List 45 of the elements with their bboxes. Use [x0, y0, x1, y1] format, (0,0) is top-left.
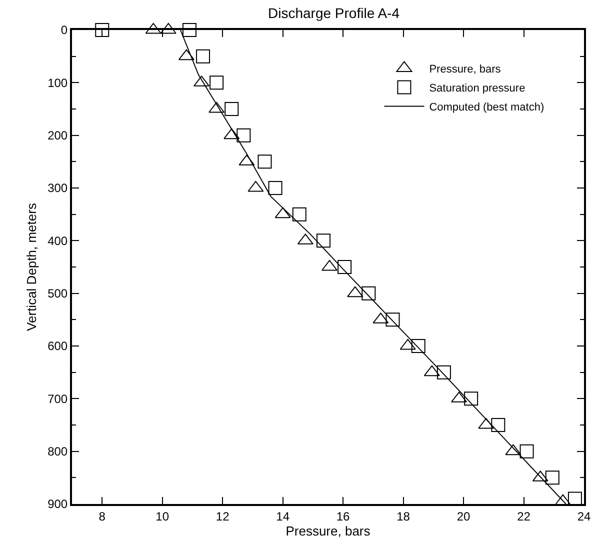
point: [258, 154, 272, 169]
point: [464, 392, 478, 406]
y-tick-label: 200: [48, 128, 68, 143]
x-tick-label: 10: [156, 509, 170, 524]
y-tick-label: 400: [48, 234, 68, 248]
y-tick-label: 0: [60, 23, 68, 38]
legend-label: Saturation pressure: [429, 82, 526, 94]
point: [520, 444, 534, 458]
y-tick-label: 100: [48, 76, 68, 90]
legend-label: Computed (best match): [429, 101, 544, 114]
point: [268, 181, 282, 195]
point: [210, 76, 224, 90]
point: [224, 102, 239, 116]
y-tick-label: 500: [48, 286, 68, 301]
point: [491, 418, 506, 432]
point: [95, 23, 110, 37]
x-tick-label: 8: [98, 509, 106, 524]
point: [568, 492, 582, 506]
x-tick-label: 24: [577, 509, 591, 524]
point: [292, 207, 306, 222]
x-tick-label: 16: [336, 509, 350, 524]
point: [545, 470, 560, 485]
x-axis-title: Pressure, bars: [286, 523, 371, 538]
x-tick-label: 22: [517, 509, 531, 524]
x-tick-label: 14: [276, 509, 290, 524]
point: [316, 234, 330, 248]
x-tick-label: 20: [456, 509, 471, 524]
point: [236, 128, 251, 142]
x-tick-label: 12: [216, 509, 230, 524]
y-axis-title: Vertical Depth, meters: [24, 202, 40, 331]
y-tick-label: 600: [48, 339, 68, 354]
point: [436, 365, 451, 380]
y-tick-label: 800: [48, 444, 68, 459]
point: [411, 339, 426, 353]
point: [182, 23, 196, 37]
y-tick-label: 300: [48, 181, 68, 196]
point: [196, 49, 210, 64]
y-tick-label: 700: [48, 392, 68, 406]
y-tick-label: 900: [48, 497, 68, 512]
x-tick-label: 18: [396, 509, 410, 524]
legend-label: Pressure, bars: [429, 63, 502, 76]
chart-title: Discharge Profile A-4: [268, 4, 400, 21]
point: [362, 286, 376, 300]
point: [386, 312, 400, 327]
point: [338, 260, 352, 274]
